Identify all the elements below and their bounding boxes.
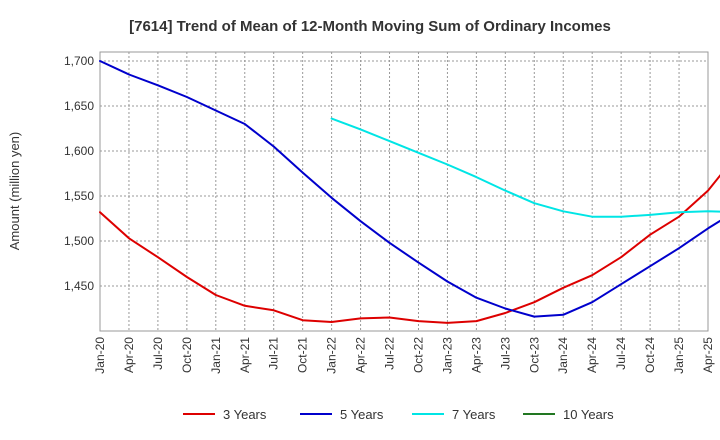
legend-label: 3 Years <box>223 407 267 422</box>
x-tick-label: Oct-20 <box>180 337 194 373</box>
x-tick-label: Apr-23 <box>469 337 483 373</box>
y-tick-label: 1,550 <box>64 189 94 203</box>
y-tick-label: 1,700 <box>64 54 94 68</box>
series-line-5-years <box>99 60 720 318</box>
x-tick-label: Apr-25 <box>701 337 715 373</box>
legend-label: 7 Years <box>452 407 496 422</box>
chart-title: [7614] Trend of Mean of 12-Month Moving … <box>129 18 611 35</box>
x-tick-label: Oct-24 <box>643 337 657 373</box>
y-tick-label: 1,500 <box>64 234 94 248</box>
y-axis-tick-labels: 1,450 1,500 1,550 1,600 1,650 1,700 <box>64 54 94 293</box>
x-tick-label: Jan-20 <box>93 337 107 374</box>
x-tick-label: Jul-24 <box>614 337 628 370</box>
x-tick-label: Jul-23 <box>498 337 512 370</box>
x-tick-label: Apr-21 <box>238 337 252 373</box>
x-tick-label: Apr-20 <box>122 337 136 373</box>
plot-area-frame <box>99 51 709 332</box>
y-tick-label: 1,600 <box>64 144 94 158</box>
x-tick-label: Oct-21 <box>296 337 310 373</box>
grid-lines <box>99 52 709 331</box>
x-tick-label: Oct-22 <box>411 337 425 373</box>
series-line-3-years <box>99 174 720 324</box>
x-tick-label: Apr-24 <box>585 337 599 373</box>
series-line-7-years <box>330 117 720 218</box>
x-tick-label: Apr-22 <box>354 337 368 373</box>
x-tick-label: Jan-21 <box>209 337 223 374</box>
x-tick-label: Jul-21 <box>267 337 281 370</box>
y-tick-label: 1,450 <box>64 279 94 293</box>
x-tick-label: Jul-20 <box>151 337 165 370</box>
x-axis-tick-labels: Jan-20 Apr-20 Jul-20 Oct-20 Jan-21 Apr-21 Jul-… <box>93 337 715 374</box>
y-axis-title: Amount (million yen) <box>7 132 22 251</box>
y-tick-label: 1,650 <box>64 99 94 113</box>
legend-label: 5 Years <box>340 407 384 422</box>
x-tick-label: Jan-23 <box>440 337 454 374</box>
x-tick-label: Jan-24 <box>556 337 570 374</box>
x-tick-label: Jul-22 <box>383 337 397 370</box>
legend-label: 10 Years <box>563 407 614 422</box>
series-lines <box>99 60 720 324</box>
x-tick-label: Oct-23 <box>527 337 541 373</box>
x-tick-label: Jan-25 <box>672 337 686 374</box>
legend: 3 Years 5 Years 7 Years 10 Years <box>183 407 614 422</box>
x-tick-label: Jan-22 <box>325 337 339 374</box>
